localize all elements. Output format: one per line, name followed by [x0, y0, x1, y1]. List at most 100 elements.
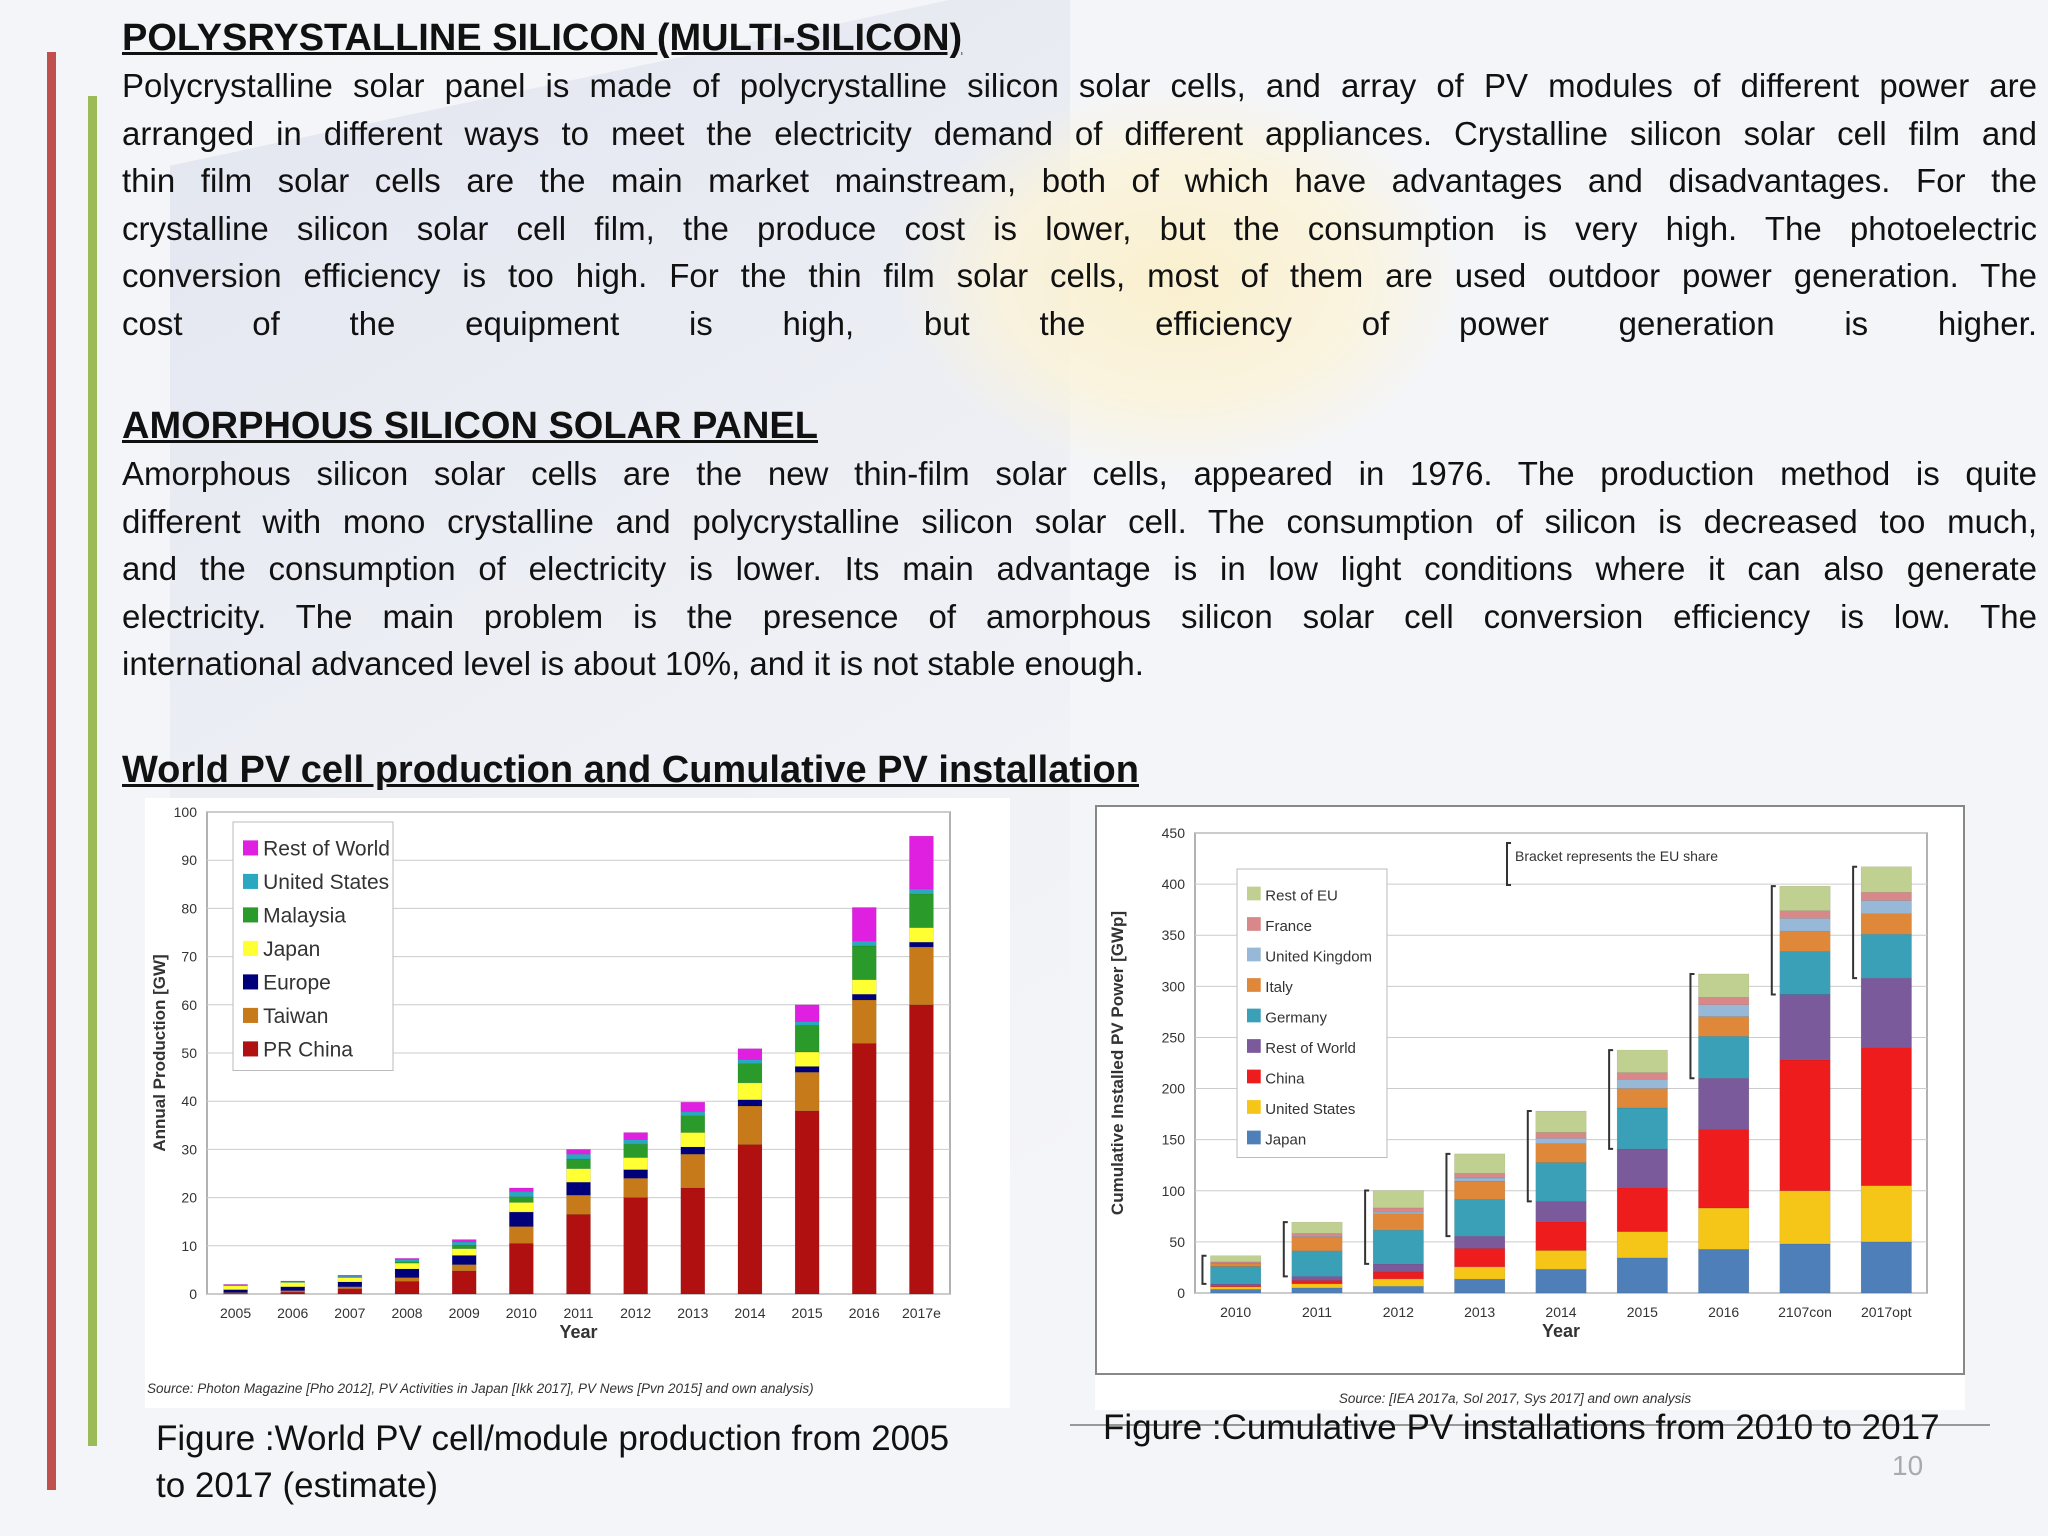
bar-segment: [509, 1243, 534, 1295]
bar-segment: [223, 1289, 248, 1293]
x-tick-label: 2010: [1220, 1304, 1251, 1320]
bar-segment: [509, 1187, 534, 1193]
legend-label: Japan: [263, 938, 320, 961]
y-tick-label: 90: [181, 852, 197, 868]
bar-segment: [451, 1241, 477, 1246]
bar-segment: [852, 999, 877, 1044]
eu-share-bracket: [1852, 865, 1858, 980]
bar-segment: [794, 1021, 820, 1026]
bar-segment: [1779, 1059, 1831, 1192]
bar-segment: [1535, 1221, 1587, 1251]
bar-segment: [1291, 1280, 1343, 1285]
bar-segment: [1616, 1079, 1668, 1089]
bar-segment: [737, 1105, 763, 1145]
legend-swatch: [1247, 1069, 1261, 1084]
legend-box: [1236, 868, 1388, 1158]
bar-segment: [451, 1264, 477, 1272]
bar-segment: [280, 1291, 305, 1295]
bar-segment: [852, 940, 877, 947]
x-tick-label: 2014: [1545, 1304, 1576, 1320]
x-tick-label: 2013: [1464, 1304, 1495, 1320]
bar-segment: [1291, 1287, 1343, 1294]
bar-segment: [1698, 973, 1750, 998]
bar-segment: [451, 1244, 477, 1249]
eu-share-bracket: [1364, 1189, 1370, 1265]
y-tick-label: 100: [174, 804, 198, 820]
bar-segment: [1698, 997, 1750, 1005]
y-axis-title: Annual Production [GW]: [150, 954, 169, 1151]
legend-label: Europe: [263, 971, 331, 994]
bar-segment: [1291, 1221, 1343, 1234]
bar-segment: [623, 1132, 648, 1141]
x-tick-label: 2012: [1383, 1304, 1414, 1320]
bar-segment: [1291, 1250, 1343, 1277]
bar-segment: [1860, 977, 1912, 1048]
y-tick-label: 0: [189, 1286, 197, 1302]
bar-segment: [680, 1187, 706, 1295]
legend-swatch: [1247, 886, 1261, 901]
paragraph-line: Polycrystalline solar panel is made of p…: [122, 67, 2037, 104]
legend-label: Germany: [1265, 1009, 1327, 1026]
bar-segment: [737, 1059, 763, 1064]
bar-segment: [1210, 1289, 1262, 1294]
bar-segment: [623, 1197, 648, 1295]
bar-segment: [737, 1063, 763, 1084]
bar-segment: [223, 1284, 248, 1287]
bar-segment: [1454, 1177, 1506, 1182]
y-tick-label: 40: [181, 1093, 197, 1109]
bar-segment: [1860, 892, 1912, 901]
bar-segment: [852, 993, 877, 1001]
legend-label: Japan: [1265, 1131, 1306, 1148]
chart-source: Source: [IEA 2017a, Sol 2017, Sys 2017] …: [1339, 1391, 1691, 1406]
bar-segment: [680, 1146, 706, 1155]
bar-segment: [451, 1255, 477, 1265]
eu-share-bracket: [1282, 1221, 1288, 1278]
bar-segment: [1860, 1241, 1912, 1294]
y-tick-label: 70: [181, 949, 197, 965]
paragraph-line: electricity. The main problem is the pre…: [122, 597, 2037, 635]
chart-annotation: Bracket represents the EU share: [1515, 848, 1718, 864]
bar-segment: [737, 1099, 763, 1107]
legend-label: Rest of EU: [1265, 887, 1338, 904]
x-tick-label: 2008: [391, 1305, 422, 1321]
bar-segment: [680, 1132, 706, 1148]
x-tick-label: 2009: [449, 1305, 480, 1321]
legend-label: Italy: [1265, 979, 1293, 996]
bar-segment: [794, 1051, 820, 1067]
bar-segment: [1535, 1138, 1587, 1144]
section-polysilicon: POLYSRYSTALLINE SILICON (MULTI-SILICON) …: [122, 14, 2037, 348]
legend-label: United States: [263, 871, 389, 894]
y-tick-label: 350: [1162, 927, 1186, 943]
decorative-green-bar: [88, 96, 97, 1446]
y-tick-label: 0: [1177, 1285, 1185, 1301]
bar-segment: [451, 1239, 477, 1243]
bar-segment: [1210, 1283, 1262, 1287]
legend-label: United Kingdom: [1265, 948, 1372, 965]
chart-source: Source: Photon Magazine [Pho 2012], PV A…: [147, 1381, 814, 1396]
y-tick-label: 200: [1162, 1081, 1186, 1097]
y-axis-title: Cumulative Installed PV Power [GWp]: [1108, 911, 1127, 1215]
bar-segment: [623, 1169, 648, 1179]
legend-swatch: [243, 1007, 259, 1023]
heading-polysilicon: POLYSRYSTALLINE SILICON (MULTI-SILICON): [122, 17, 963, 59]
bar-segment: [1291, 1237, 1343, 1252]
bar-segment: [794, 1072, 820, 1112]
paragraph-line: Amorphous silicon solar cells are the ne…: [122, 455, 2037, 492]
bar-segment: [337, 1286, 363, 1289]
bar-segment: [1372, 1213, 1424, 1231]
bar-segment: [566, 1168, 591, 1183]
bar-segment: [1616, 1088, 1668, 1109]
bar-segment: [1616, 1148, 1668, 1188]
y-tick-label: 30: [181, 1141, 197, 1157]
bar-segment: [394, 1281, 420, 1295]
bar-segment: [394, 1262, 420, 1270]
bar-segment: [1616, 1049, 1668, 1073]
x-tick-label: 2013: [677, 1305, 708, 1321]
bar-segment: [1698, 1004, 1750, 1017]
bar-segment: [1454, 1266, 1506, 1280]
bar-segment: [1779, 1190, 1831, 1245]
paragraph-line: thin film solar cells are the main marke…: [122, 162, 2037, 200]
bar-segment: [852, 907, 877, 942]
bar-segment: [623, 1178, 648, 1198]
bar-segment: [509, 1226, 534, 1244]
